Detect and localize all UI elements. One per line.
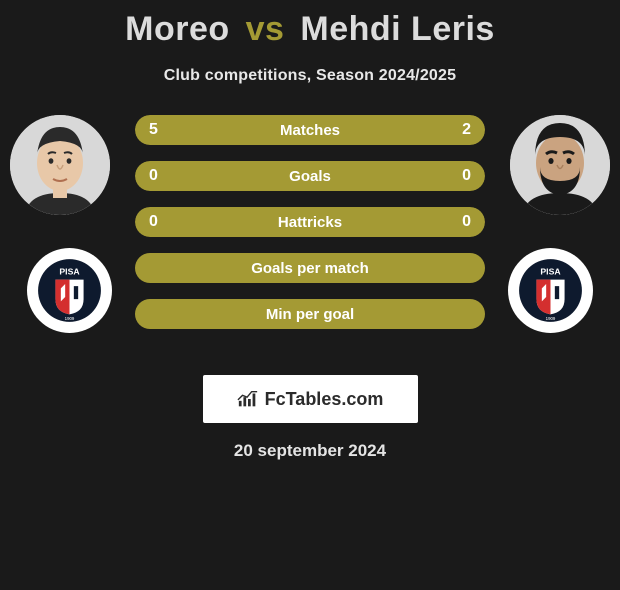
stat-value-right: 0 [462,167,471,185]
stat-label: Hattricks [278,214,342,231]
stat-bar-min-per-goal: Min per goal [135,299,485,329]
svg-text:1909: 1909 [65,316,75,321]
stat-bar-goals: 0 0 Goals [135,161,485,191]
stat-bar-matches: 5 2 Matches [135,115,485,145]
svg-text:1909: 1909 [546,316,556,321]
stat-bars: 5 2 Matches 0 0 Goals 0 0 Hattricks Goals per mat… [135,115,485,345]
stat-bar-hattricks: 0 0 Hattricks [135,207,485,237]
stat-bar-goals-per-match: Goals per match [135,253,485,283]
stat-label: Matches [280,122,340,139]
stat-label: Goals [289,168,331,185]
svg-text:PISA: PISA [540,266,561,276]
title-player1: Moreo [125,10,230,48]
stat-value-left: 0 [149,213,158,231]
stat-value-left: 5 [149,121,158,139]
player1-club-badge: PISA 1909 [27,248,112,333]
stat-value-right: 0 [462,213,471,231]
comparison-title: Moreo vs Mehdi Leris [0,10,620,49]
title-vs: vs [246,10,285,48]
svg-text:PISA: PISA [59,266,80,276]
player1-avatar [10,115,110,215]
stat-label: Goals per match [251,260,369,277]
stat-label: Min per goal [266,306,354,323]
stat-value-right: 2 [462,121,471,139]
watermark: FcTables.com [203,375,418,423]
title-player2: Mehdi Leris [300,10,494,48]
stat-value-left: 0 [149,167,158,185]
subtitle: Club competitions, Season 2024/2025 [0,67,620,85]
player2-club-badge: PISA 1909 [508,248,593,333]
comparison-content: PISA 1909 PISA 1909 52Matches00G [0,115,620,365]
date-text: 20 september 2024 [0,441,620,461]
chart-icon [237,389,259,409]
player2-avatar [510,115,610,215]
watermark-text: FcTables.com [265,389,384,410]
